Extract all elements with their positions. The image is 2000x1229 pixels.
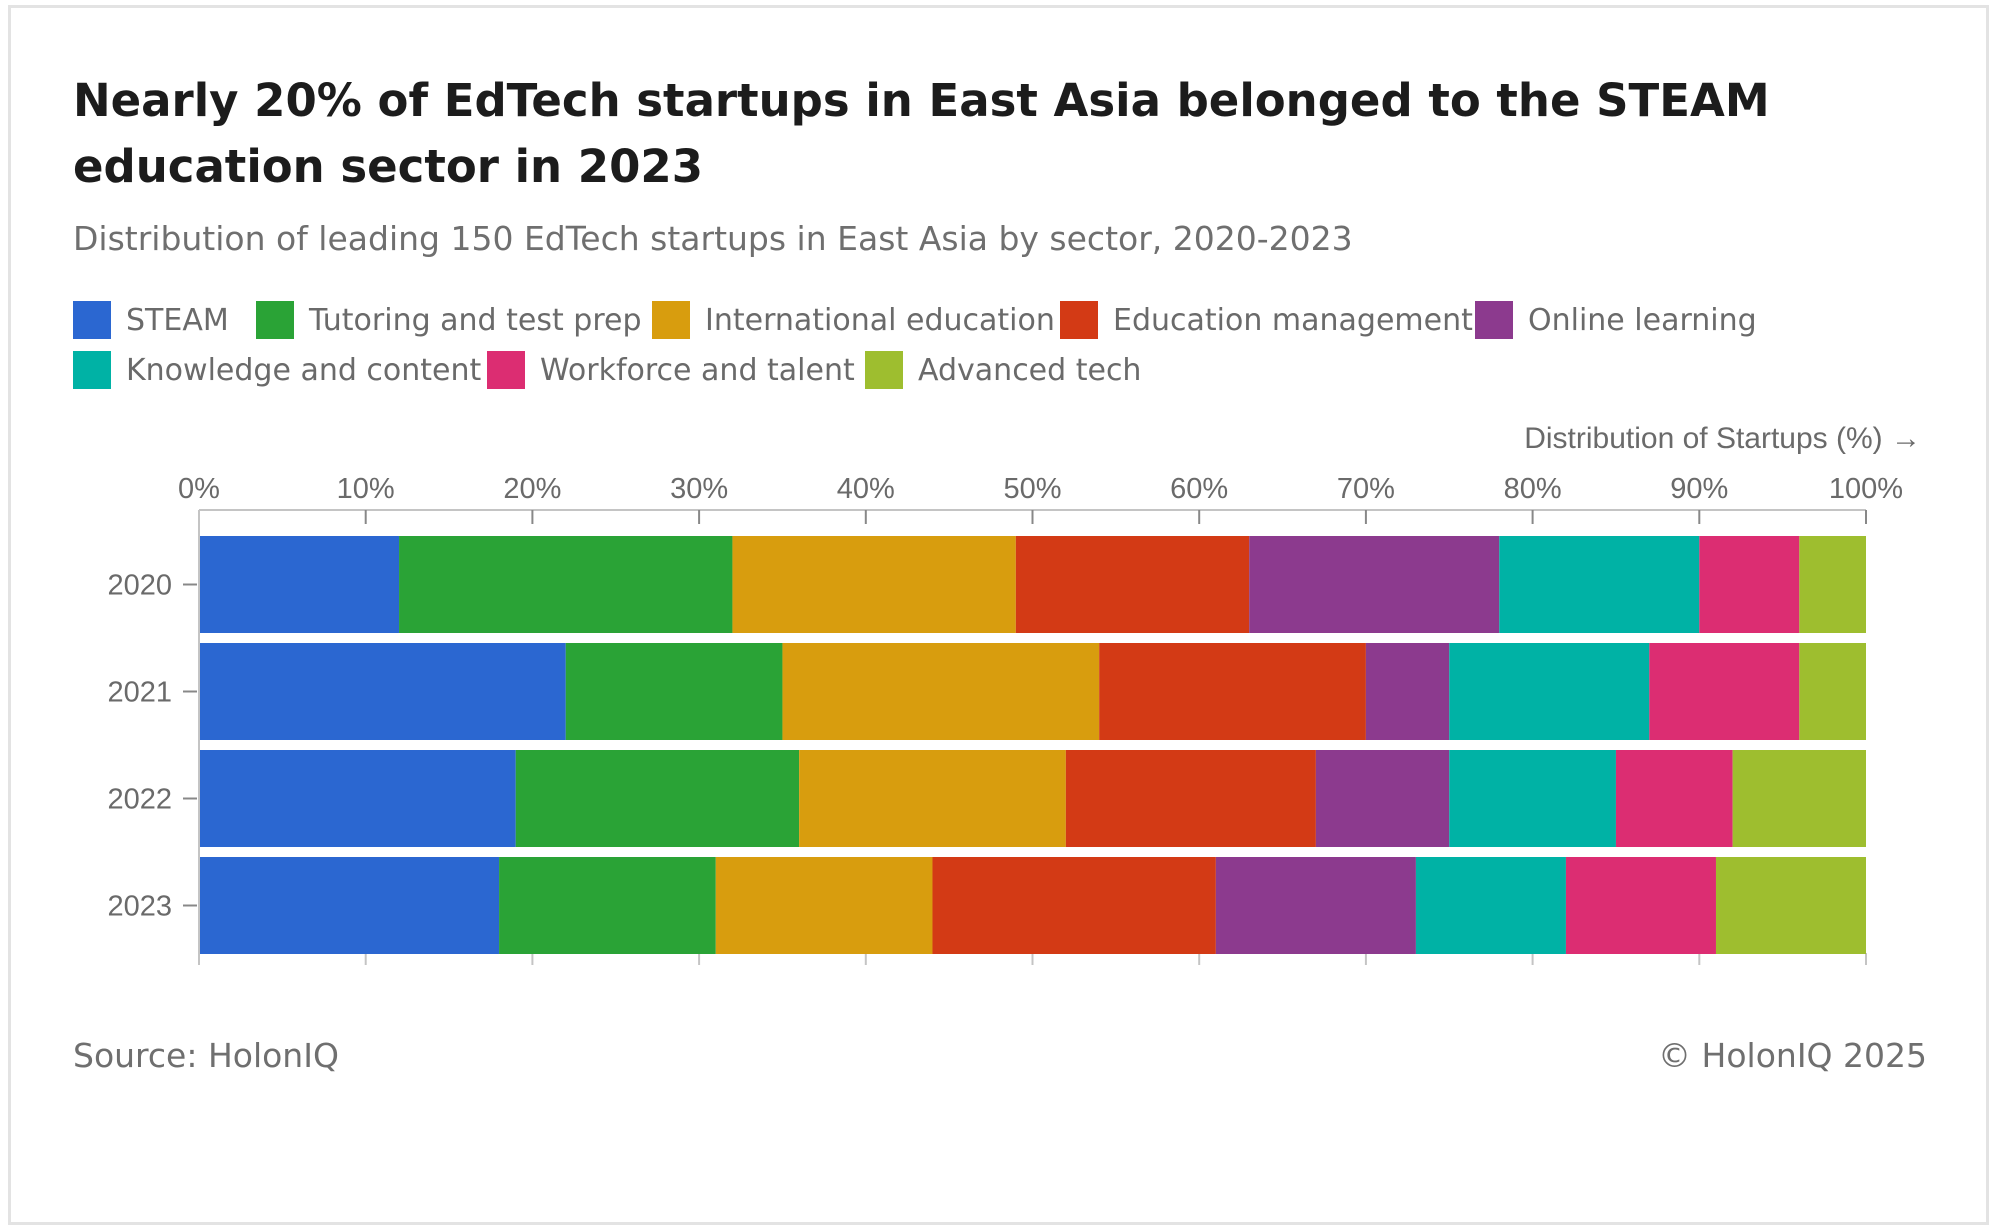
legend-swatch: [256, 301, 294, 339]
y-tick-label: 2022: [107, 784, 172, 816]
x-tick-label: 0%: [178, 473, 220, 505]
x-tick-label: 80%: [1504, 473, 1562, 505]
legend-swatch: [73, 351, 111, 389]
legend-label: Knowledge and content: [126, 352, 482, 388]
bar-segment-knowledge-and-content-2021[interactable]: [1449, 643, 1650, 740]
x-tick-label: 10%: [337, 473, 395, 505]
bar-segment-advanced-tech-2020[interactable]: [1799, 536, 1866, 633]
bar-segment-international-education-2020[interactable]: [732, 536, 1016, 633]
bar-segment-knowledge-and-content-2023[interactable]: [1415, 857, 1566, 954]
x-axis-title: Distribution of Startups (%) →: [1524, 422, 1921, 455]
y-tick-label: 2021: [107, 677, 172, 709]
legend-swatch: [865, 351, 903, 389]
x-tick-label: 50%: [1003, 473, 1061, 505]
bar-segment-online-learning-2023[interactable]: [1215, 857, 1416, 954]
legend-item-steam[interactable]: STEAM: [73, 300, 229, 340]
bar-segment-online-learning-2021[interactable]: [1365, 643, 1450, 740]
legend-swatch: [1475, 301, 1513, 339]
legend-swatch: [652, 301, 690, 339]
bar-segment-knowledge-and-content-2022[interactable]: [1449, 750, 1616, 847]
bar-segment-knowledge-and-content-2020[interactable]: [1499, 536, 1700, 633]
bar-segment-education-management-2021[interactable]: [1099, 643, 1366, 740]
x-tick-label: 40%: [837, 473, 895, 505]
legend-swatch: [487, 351, 525, 389]
legend-label: Online learning: [1528, 302, 1757, 338]
bar-segment-education-management-2020[interactable]: [1015, 536, 1250, 633]
bar-segment-workforce-and-talent-2023[interactable]: [1565, 857, 1716, 954]
legend-label: Workforce and talent: [540, 352, 855, 388]
chart-legend: STEAM Tutoring and test prep International…: [73, 300, 1953, 400]
legend-label: Tutoring and test prep: [309, 302, 642, 338]
x-tick-label: 70%: [1337, 473, 1395, 505]
bar-segment-tutoring-and-test-prep-2022[interactable]: [515, 750, 800, 847]
legend-item-international-education[interactable]: International education: [652, 300, 1055, 340]
legend-swatch: [73, 301, 111, 339]
y-tick-label: 2020: [107, 570, 172, 602]
legend-label: Advanced tech: [918, 352, 1142, 388]
legend-item-tutoring-and-test-prep[interactable]: Tutoring and test prep: [256, 300, 642, 340]
x-tick-label: 20%: [503, 473, 561, 505]
bar-segment-workforce-and-talent-2022[interactable]: [1615, 750, 1733, 847]
bar-segment-steam-2020[interactable]: [199, 536, 400, 633]
bar-segment-workforce-and-talent-2021[interactable]: [1649, 643, 1800, 740]
bar-segment-advanced-tech-2021[interactable]: [1799, 643, 1866, 740]
bar-segment-steam-2023[interactable]: [199, 857, 500, 954]
bar-segment-online-learning-2020[interactable]: [1249, 536, 1500, 633]
legend-item-online-learning[interactable]: Online learning: [1475, 300, 1757, 340]
x-tick-label: 30%: [670, 473, 728, 505]
legend-item-workforce-and-talent[interactable]: Workforce and talent: [487, 350, 855, 390]
bar-segment-tutoring-and-test-prep-2020[interactable]: [399, 536, 733, 633]
x-tick-label: 90%: [1670, 473, 1728, 505]
bar-segment-steam-2022[interactable]: [199, 750, 516, 847]
bar-segment-online-learning-2022[interactable]: [1315, 750, 1450, 847]
bar-segment-tutoring-and-test-prep-2023[interactable]: [499, 857, 716, 954]
bar-segment-international-education-2022[interactable]: [799, 750, 1066, 847]
bar-segment-advanced-tech-2022[interactable]: [1732, 750, 1866, 847]
y-tick-label: 2023: [107, 891, 172, 923]
legend-item-advanced-tech[interactable]: Advanced tech: [865, 350, 1141, 390]
legend-swatch: [1060, 301, 1098, 339]
source-note: Source: HolonIQ: [73, 1036, 339, 1075]
legend-label: Education management: [1113, 302, 1473, 338]
chart-title: Nearly 20% of EdTech startups in East As…: [73, 74, 1770, 193]
legend-item-education-management[interactable]: Education management: [1060, 300, 1473, 340]
bar-segment-steam-2021[interactable]: [199, 643, 566, 740]
chart-subtitle: Distribution of leading 150 EdTech start…: [73, 219, 1353, 258]
bar-segment-education-management-2023[interactable]: [932, 857, 1216, 954]
bar-segment-education-management-2022[interactable]: [1065, 750, 1316, 847]
bar-segment-international-education-2023[interactable]: [715, 857, 933, 954]
legend-label: International education: [705, 302, 1055, 338]
x-tick-label: 100%: [1829, 473, 1903, 505]
legend-item-knowledge-and-content[interactable]: Knowledge and content: [73, 350, 481, 390]
bar-segment-workforce-and-talent-2020[interactable]: [1699, 536, 1800, 633]
x-tick-label: 60%: [1170, 473, 1228, 505]
legend-label: STEAM: [126, 302, 229, 338]
copyright-note: © HolonIQ 2025: [1658, 1036, 1927, 1075]
bar-segment-advanced-tech-2023[interactable]: [1715, 857, 1866, 954]
bar-segment-international-education-2021[interactable]: [782, 643, 1100, 740]
bar-segment-tutoring-and-test-prep-2021[interactable]: [565, 643, 783, 740]
